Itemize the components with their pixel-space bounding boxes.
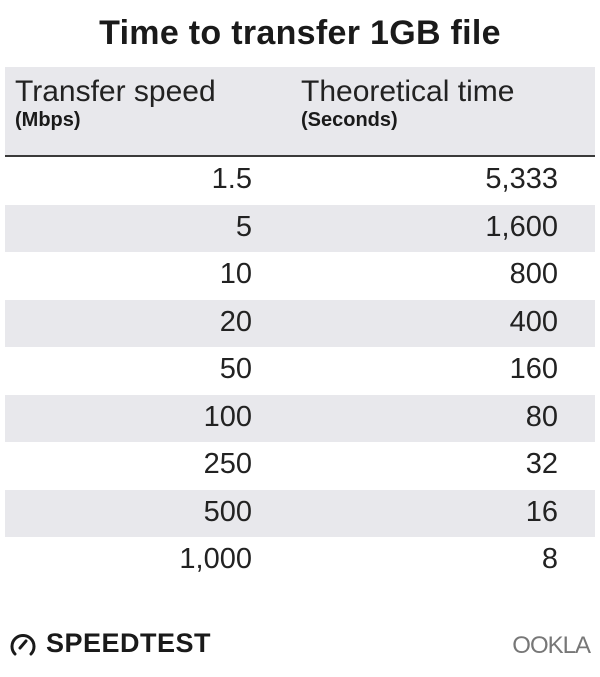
header-label: Theoretical time bbox=[301, 75, 515, 108]
time-cell: 8 bbox=[541, 543, 558, 575]
table-row: 50 160 bbox=[5, 347, 595, 395]
table-row: 5 1,600 bbox=[5, 204, 595, 252]
speed-cell: 20 bbox=[219, 305, 252, 338]
speed-cell: 1,000 bbox=[179, 543, 252, 575]
speed-cell: 500 bbox=[203, 495, 252, 528]
header-label: Transfer speed bbox=[15, 75, 216, 108]
table-row: 1.5 5,333 bbox=[5, 157, 595, 205]
speedometer-icon bbox=[10, 633, 36, 655]
table-row: 250 32 bbox=[5, 442, 595, 490]
table-row: 10 800 bbox=[5, 252, 595, 300]
time-cell: 800 bbox=[509, 258, 558, 290]
speedtest-logo: SPEEDTEST bbox=[8, 628, 211, 659]
time-cell: 160 bbox=[509, 353, 558, 385]
speed-cell: 5 bbox=[235, 210, 252, 243]
speed-cell: 100 bbox=[203, 400, 252, 433]
speed-cell: 50 bbox=[219, 353, 252, 385]
speedtest-wordmark: SPEEDTEST bbox=[46, 628, 212, 658]
table-row: 500 16 bbox=[5, 489, 595, 537]
table-row: 20 400 bbox=[5, 299, 595, 347]
time-cell: 400 bbox=[509, 305, 558, 338]
speed-cell: 250 bbox=[203, 448, 252, 480]
table-header: Transfer speed (Mbps) Theoretical time (… bbox=[5, 67, 595, 157]
header-theoretical-time: Theoretical time (Seconds) bbox=[301, 75, 514, 132]
header-unit: (Seconds) bbox=[301, 109, 398, 131]
header-transfer-speed: Transfer speed (Mbps) bbox=[15, 75, 216, 132]
time-cell: 5,333 bbox=[485, 163, 558, 195]
speed-cell: 10 bbox=[219, 258, 252, 290]
ookla-logo: OOKLA bbox=[512, 632, 591, 659]
footer: SPEEDTEST OOKLA bbox=[0, 628, 600, 668]
chart-title: Time to transfer 1GB file bbox=[99, 14, 501, 52]
table-row: 100 80 bbox=[5, 394, 595, 442]
time-cell: 80 bbox=[525, 400, 558, 433]
header-unit: (Mbps) bbox=[15, 109, 81, 131]
time-cell: 1,600 bbox=[485, 210, 558, 243]
transfer-table: Transfer speed (Mbps) Theoretical time (… bbox=[5, 67, 595, 585]
table-body: 1.5 5,333 5 1,600 10 800 20 400 50 160 100 80 250 32 5… bbox=[5, 157, 595, 585]
speed-cell: 1.5 bbox=[211, 163, 252, 195]
table-row: 1,000 8 bbox=[5, 537, 595, 585]
time-cell: 32 bbox=[525, 448, 558, 480]
time-cell: 16 bbox=[525, 495, 558, 528]
